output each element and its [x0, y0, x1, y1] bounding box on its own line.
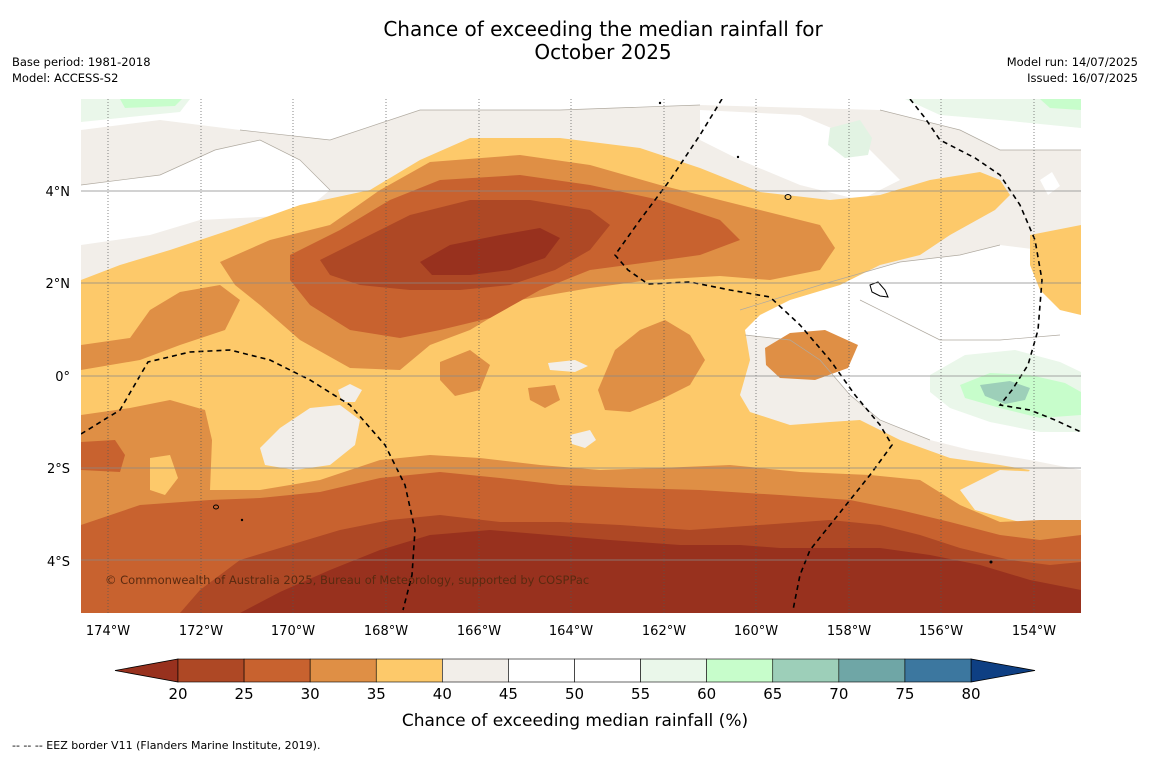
band-40-45-spot-b: [548, 360, 588, 372]
colorbar-swatch: [243, 658, 311, 683]
colorbar-swatch: [442, 658, 509, 683]
colorbar-over-extension: [970, 658, 1036, 683]
colorbar-swatch: [904, 658, 972, 683]
colorbar-swatch: [706, 658, 774, 683]
band-30-35-central-south: [598, 320, 705, 412]
longitude-labels: 174°W 172°W 170°W 168°W 166°W 164°W 162°…: [86, 624, 1056, 639]
band-40-45-southeast: [960, 470, 1081, 522]
band-40-45-island-west: [260, 405, 360, 470]
band-below-20-central: [420, 228, 560, 275]
colorbar-under-extension: [114, 658, 179, 683]
lat-label: 2°S: [47, 462, 70, 477]
lon-label: 170°W: [271, 624, 315, 639]
island-dot-c: [240, 518, 244, 522]
band-35-40-spot-south: [150, 455, 178, 495]
colorbar-tick-label: 35: [367, 685, 386, 703]
lon-label: 164°W: [549, 624, 593, 639]
lat-label: 0°: [55, 370, 70, 385]
lon-label: 168°W: [364, 624, 408, 639]
band-25-30-west: [81, 440, 125, 472]
issued-date: Issued: 16/07/2025: [1027, 71, 1138, 85]
model-run: Model run: 14/07/2025: [1006, 55, 1138, 69]
colorbar-tick-label: 40: [433, 685, 452, 703]
graticule: [81, 99, 1081, 613]
colorbar-swatch: [574, 658, 641, 683]
contour-lines: [81, 104, 1081, 441]
colorbar-tick-label: 65: [763, 685, 782, 703]
lon-label: 166°W: [457, 624, 501, 639]
colorbar-tick-label: 80: [961, 685, 980, 703]
colorbar-tick-label: 60: [697, 685, 716, 703]
band-30-35-spot-b: [528, 385, 560, 408]
eez-borders: [81, 99, 1081, 611]
colorbar-tick-label: 55: [631, 685, 650, 703]
lon-label: 154°W: [1012, 624, 1056, 639]
band-30-35-spot-a: [440, 350, 490, 396]
title-line-2: October 2025: [534, 40, 672, 64]
band-40-45-spot-a: [338, 384, 362, 402]
lon-label: 160°W: [734, 624, 778, 639]
colorbar-swatch: [375, 658, 443, 683]
band-45-55-spot-east: [1040, 172, 1060, 195]
map-title: Chance of exceeding the median rainfall …: [0, 18, 1150, 64]
eez-footnote: -- -- -- EEZ border V11 (Flanders Marine…: [12, 739, 321, 752]
colorbar-swatch: [309, 658, 377, 683]
title-line-1: Chance of exceeding the median rainfall …: [383, 17, 823, 41]
lat-label: 4°N: [46, 185, 71, 200]
colorbar-swatch: [640, 658, 707, 683]
island-outline-b: [784, 194, 792, 200]
lon-label: 172°W: [179, 624, 223, 639]
colorbar-swatch: [177, 658, 245, 683]
meta-left: Base period: 1981-2018 Model: ACCESS-S2: [12, 54, 151, 86]
lat-label: 4°S: [47, 555, 70, 570]
island-dot-d: [989, 560, 993, 564]
band-55-60-ne-corner: [905, 99, 1081, 128]
band-30-35-west: [81, 285, 240, 370]
lon-label: 174°W: [86, 624, 130, 639]
band-45-55-northwest: [81, 140, 330, 245]
island-outline-a: [869, 281, 889, 298]
colorbar-label: Chance of exceeding median rainfall (%): [402, 711, 748, 731]
colorbar-tick-label: 75: [895, 685, 914, 703]
colorbar-swatch: [772, 658, 840, 683]
band-40-45-spot-c: [570, 430, 596, 448]
band-35-40-east: [1030, 225, 1081, 315]
island-outline-c: [213, 504, 219, 510]
band-60-65-nw: [120, 99, 182, 108]
lon-label: 158°W: [827, 624, 871, 639]
colorbar-swatch: [508, 658, 575, 683]
band-below-20-south: [240, 530, 1081, 613]
colorbar-swatch: [838, 658, 906, 683]
island-dot-a: [658, 101, 662, 105]
colorbar-tick-label: 25: [235, 685, 254, 703]
colorbar-tick-label: 45: [499, 685, 518, 703]
band-55-60-spot: [828, 120, 872, 158]
base-period: Base period: 1981-2018: [12, 55, 151, 69]
lon-label: 156°W: [919, 624, 963, 639]
island-dot-b: [736, 155, 740, 159]
colorbar-tick-label: 30: [301, 685, 320, 703]
rainfall-field: [81, 99, 1081, 613]
model-name: Model: ACCESS-S2: [12, 71, 119, 85]
colorbar-tick-label: 70: [829, 685, 848, 703]
colorbar-tick-label: 50: [565, 685, 584, 703]
band-65-70-equator-east: [980, 381, 1030, 404]
band-45-55-northeast: [700, 110, 900, 200]
copyright-notice: © Commonwealth of Australia 2025, Bureau…: [105, 573, 589, 587]
colorbar-tick-label: 20: [168, 685, 187, 703]
colorbar: 20 25 30 35 40 45 50 55 60 65 70 75 80: [114, 658, 1036, 703]
lat-label: 2°N: [46, 277, 71, 292]
band-60-65-ne: [1040, 99, 1081, 110]
meta-right: Model run: 14/07/2025 Issued: 16/07/2025: [1007, 54, 1138, 86]
latitude-labels: 4°N 2°N 0° 2°S 4°S: [46, 185, 71, 570]
band-45-55-north: [81, 99, 1081, 150]
lon-label: 162°W: [642, 624, 686, 639]
